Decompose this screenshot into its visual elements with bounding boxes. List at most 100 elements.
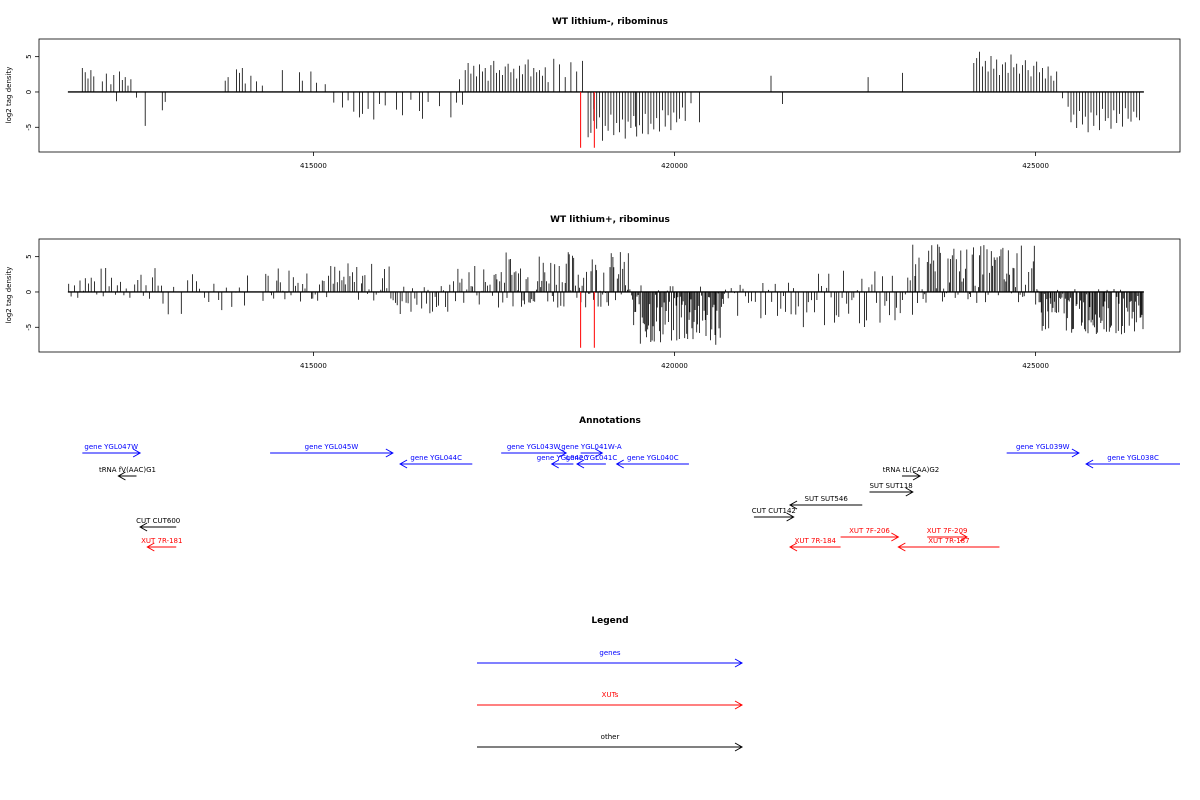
y-tick-label: 5 (25, 254, 33, 258)
y-axis-label: log2 tag density (5, 267, 13, 324)
feature-arrowhead (905, 487, 914, 497)
feature-arrowhead (891, 532, 900, 542)
feature-label: SUT SUT118 (869, 482, 912, 490)
feature-arrowhead (132, 448, 142, 458)
annotation-feature: gene YGL041W-A (561, 443, 622, 458)
legend-label: XUTs (602, 691, 619, 699)
annotation-feature: gene YGL047W (82, 443, 142, 458)
axes-group: -5 0 5 415000 420000 425000 (25, 54, 1049, 170)
legend-panel: Legend genes XUTs other (477, 616, 744, 752)
legend-label: genes (599, 649, 620, 657)
feature-arrowhead (615, 459, 624, 469)
annotation-features: gene YGL047W gene YGL045W gene YGL044C gene… (82, 443, 1180, 552)
x-tick-label: 420000 (661, 362, 688, 370)
annotation-feature: XUT 7F-206 (840, 527, 900, 542)
annotation-feature: CUT CUT600 (136, 517, 180, 532)
feature-label: XUT 7F-206 (849, 527, 890, 535)
feature-arrowhead (385, 448, 394, 458)
legend-title: Legend (591, 616, 628, 626)
feature-label: gene YGL042C (537, 454, 589, 462)
annotation-feature: SUT SUT118 (869, 482, 914, 497)
annotation-feature: gene YGL038C (1085, 454, 1180, 469)
feature-label: gene YGL038C (1107, 454, 1159, 462)
feature-label: tRNA tL(CAA)G2 (883, 466, 940, 474)
y-axis-label: log2 tag density (5, 67, 13, 124)
feature-arrowhead (789, 500, 798, 510)
plot-frame (38, 238, 1181, 353)
annotation-feature: tRNA fV(AAC)G1 (99, 466, 156, 481)
legend-arrowhead (734, 700, 744, 710)
annotation-feature: XUT 7F-209 (927, 527, 968, 542)
annotation-feature: gene YGL039W (1006, 443, 1080, 458)
feature-arrowhead (595, 448, 604, 458)
feature-arrowhead (1085, 459, 1094, 469)
x-tick-label: 425000 (1022, 162, 1049, 170)
track-title: WT lithium-, ribominus (552, 17, 668, 27)
y-tick-label: -5 (25, 324, 33, 331)
feature-label: gene YGL044C (410, 454, 462, 462)
feature-arrowhead (139, 522, 148, 532)
feature-arrowhead (117, 471, 126, 481)
x-tick-label: 420000 (661, 162, 688, 170)
track-title: WT lithium+, ribominus (550, 215, 670, 225)
feature-arrowhead (912, 471, 922, 481)
y-tick-label: 0 (25, 290, 33, 294)
feature-arrowhead (575, 459, 585, 469)
feature-label: gene YGL041C (566, 454, 618, 462)
legend-item: XUTs (477, 691, 744, 710)
feature-arrowhead (959, 532, 968, 542)
legend-item: other (477, 733, 744, 752)
annotation-feature: gene YGL045W (270, 443, 394, 458)
feature-label: XUT 7R-184 (795, 537, 837, 545)
y-tick-label: 5 (25, 54, 33, 58)
legend-arrowhead (734, 658, 744, 668)
feature-arrowhead (897, 542, 906, 552)
bars-group (67, 51, 1144, 148)
feature-arrowhead (558, 448, 568, 458)
plot-frame (38, 38, 1181, 153)
feature-label: gene YGL041W-A (561, 443, 622, 451)
feature-label: SUT SUT546 (805, 495, 849, 503)
x-tick-label: 415000 (300, 162, 327, 170)
annotation-feature: SUT SUT546 (789, 495, 863, 510)
annotation-feature: gene YGL042C (537, 454, 589, 469)
feature-label: gene YGL040C (627, 454, 679, 462)
annotation-feature: XUT 7R-184 (789, 537, 841, 552)
annotation-feature: gene YGL044C (399, 454, 473, 469)
feature-label: CUT CUT600 (136, 517, 180, 525)
track-panel-lithium-minus: WT lithium-, ribominus log2 tag density … (5, 17, 1181, 170)
y-tick-label: -5 (25, 124, 33, 131)
feature-label: gene YGL043W (507, 443, 561, 451)
axes-group: -5 0 5 415000 420000 425000 (25, 254, 1049, 370)
feature-label: gene YGL045W (305, 443, 359, 451)
feature-arrowhead (399, 459, 408, 469)
legend-label: other (601, 733, 620, 741)
feature-arrowhead (550, 459, 559, 469)
annotation-feature: XUT 7R-181 (141, 537, 182, 552)
annotations-title: Annotations (579, 416, 641, 426)
feature-label: XUT 7F-209 (927, 527, 968, 535)
feature-label: XUT 7R-187 (928, 537, 969, 545)
feature-label: CUT CUT142 (752, 507, 796, 515)
legend-items: genes XUTs other (477, 649, 744, 752)
feature-label: XUT 7R-181 (141, 537, 182, 545)
annotation-feature: gene YGL043W (501, 443, 568, 458)
feature-label: gene YGL047W (84, 443, 138, 451)
y-tick-label: 0 (25, 90, 33, 94)
annotation-feature: CUT CUT142 (752, 507, 796, 522)
feature-arrowhead (786, 512, 795, 522)
feature-label: gene YGL039W (1016, 443, 1070, 451)
legend-arrowhead (734, 742, 744, 752)
x-tick-label: 425000 (1022, 362, 1049, 370)
annotations-panel: Annotations gene YGL047W gene YGL045Wgene… (82, 416, 1180, 552)
track-panel-lithium-plus: WT lithium+, ribominus log2 tag density … (5, 215, 1181, 370)
annotation-feature: gene YGL040C (615, 454, 689, 469)
annotation-feature: XUT 7R-187 (897, 537, 1000, 552)
legend-item: genes (477, 649, 744, 668)
x-tick-label: 415000 (300, 362, 327, 370)
feature-label: tRNA fV(AAC)G1 (99, 466, 156, 474)
feature-arrowhead (146, 542, 155, 552)
annotation-feature: tRNA tL(CAA)G2 (883, 466, 940, 481)
annotation-feature: gene YGL041C (566, 454, 618, 469)
